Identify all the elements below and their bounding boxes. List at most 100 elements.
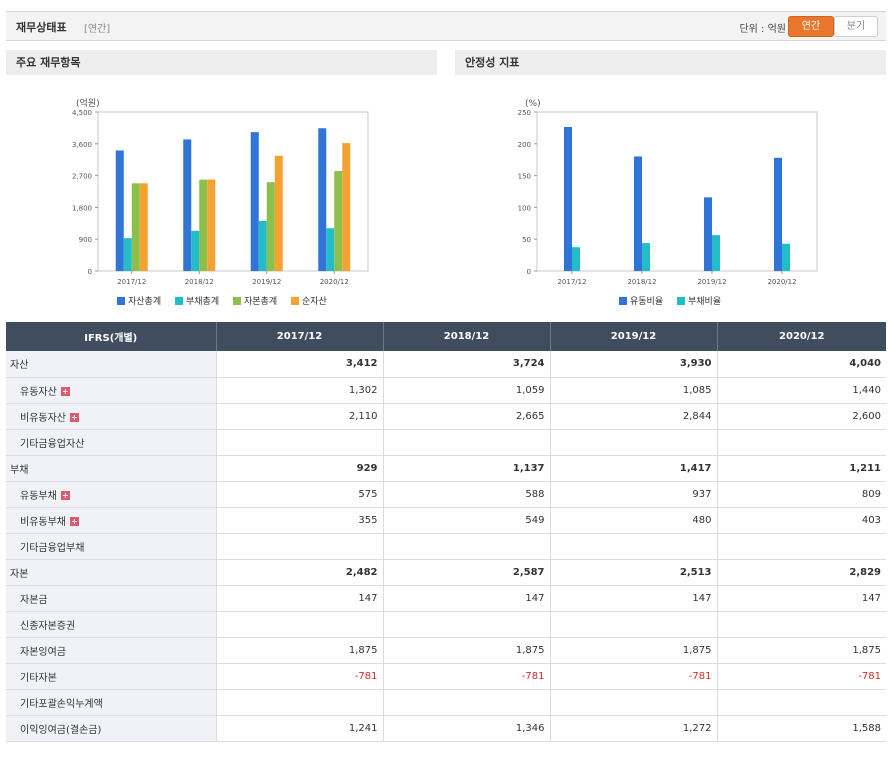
table-header-cell: 2018/12: [382, 322, 550, 351]
table-row: 신종자본증권: [6, 611, 886, 638]
value-cell: [549, 689, 717, 716]
bar-2: [326, 228, 335, 271]
value-cell: 1,085: [549, 377, 717, 404]
y-tick-label: 0: [527, 268, 531, 276]
y-tick-label: 3,600: [72, 141, 92, 149]
row-label: 자본: [10, 568, 29, 580]
x-tick-label: 2020/12: [320, 278, 349, 286]
bar-4: [274, 155, 283, 271]
table-row: 부채 929 1,137 1,417 1,211: [6, 455, 886, 482]
quarter-toggle-button[interactable]: 분기: [834, 16, 878, 37]
table-row: 비유동부채 +355 549 480 403: [6, 507, 886, 534]
bar-3: [131, 183, 140, 271]
legend-swatch: [233, 297, 241, 305]
x-tick-label: 2019/12: [252, 278, 281, 286]
row-label-cell: 자본금: [6, 585, 216, 612]
value-cell: [382, 533, 550, 560]
statement-title: 재무상태표: [16, 21, 67, 34]
x-tick-label: 2018/12: [185, 278, 214, 286]
value-cell: 2,110: [215, 403, 383, 430]
value-cell: 403: [716, 507, 886, 534]
value-cell: 2,844: [549, 403, 717, 430]
legend-label: 부채비율: [688, 296, 721, 307]
value-cell: 3,724: [382, 351, 550, 378]
balance-sheet-table: IFRS(개별) 2017/12 2018/12 2019/12 2020/12…: [6, 322, 886, 742]
plot-area: [536, 111, 818, 272]
y-tick-label: 0: [88, 268, 92, 276]
value-cell: [549, 429, 717, 456]
value-cell: -781: [716, 663, 886, 690]
bar-3: [266, 182, 275, 271]
row-label: 기타금융업자산: [20, 438, 85, 450]
expand-plus-icon[interactable]: +: [60, 387, 70, 396]
row-label: 자산: [10, 360, 29, 372]
bar-4: [342, 143, 351, 271]
stability-chart: (%) 0 50 100 150 200 250 2017/12 2018/12 2019/12 2…: [518, 99, 818, 307]
value-cell: 1,302: [215, 377, 383, 404]
row-label-cell: 자본: [6, 559, 216, 586]
value-cell: 1,346: [382, 715, 550, 742]
row-label-cell: 기타자본: [6, 663, 216, 690]
legend-label: 자산총계: [128, 295, 161, 307]
expand-plus-icon[interactable]: +: [60, 491, 70, 500]
y-tick-label: 250: [518, 109, 531, 117]
value-cell: -781: [382, 663, 550, 690]
value-cell: [716, 611, 886, 638]
table-row: 자본잉여금 1,875 1,875 1,875 1,875: [6, 637, 886, 664]
value-cell: 3,930: [549, 351, 717, 378]
expand-plus-icon[interactable]: +: [70, 517, 79, 526]
row-label: 기타자본: [20, 672, 57, 684]
value-cell: 3,412: [215, 351, 383, 378]
value-cell: [549, 533, 717, 560]
value-cell: 2,665: [382, 403, 550, 430]
y-tick-label: 2,700: [72, 173, 92, 181]
bar-2: [642, 243, 650, 271]
value-cell: [215, 689, 383, 716]
value-cell: 2,829: [716, 559, 886, 586]
row-label: 기타포괄손익누계액: [20, 698, 103, 710]
row-label: 신종자본증권: [20, 620, 76, 632]
value-cell: 1,241: [215, 715, 383, 742]
x-tick-label: 2018/12: [627, 278, 656, 286]
row-label-cell[interactable]: 비유동부채 +: [6, 507, 216, 534]
value-cell: 1,588: [716, 715, 886, 742]
table-row: 유동자산 +1,302 1,059 1,085 1,440: [6, 377, 886, 404]
bar-1: [183, 139, 192, 271]
row-label: 이익잉여금(결손금): [20, 724, 102, 736]
row-label-cell[interactable]: 유동자산 +: [6, 377, 216, 404]
legend-swatch: [117, 297, 125, 305]
y-tick-label: 200: [518, 141, 531, 149]
value-cell: 1,417: [549, 455, 717, 482]
main-items-panel-title: 주요 재무항목: [6, 50, 437, 75]
stability-panel-title: 안정성 지표: [455, 50, 886, 75]
row-label: 자본잉여금: [20, 646, 66, 658]
value-cell: 147: [549, 585, 717, 612]
x-tick-label: 2017/12: [117, 278, 146, 286]
value-cell: 2,587: [382, 559, 550, 586]
value-cell: 575: [215, 481, 383, 508]
table-header-cell: 2020/12: [716, 322, 886, 351]
value-cell: [215, 611, 383, 638]
table-row: 기타금융업부채: [6, 533, 886, 560]
bar-1: [115, 150, 124, 271]
y-tick-label: 900: [79, 236, 92, 244]
annual-toggle-button[interactable]: 연간: [788, 16, 834, 37]
period-tag: [연간]: [84, 24, 111, 35]
legend-label: 자본총계: [244, 295, 277, 307]
value-cell: 2,482: [215, 559, 383, 586]
row-label-cell[interactable]: 유동부채 +: [6, 481, 216, 508]
bar-3: [199, 179, 208, 271]
y-axis-unit: (%): [525, 99, 541, 109]
row-label: 부채: [10, 464, 29, 476]
x-tick-label: 2017/12: [557, 278, 586, 286]
expand-plus-icon[interactable]: +: [70, 413, 79, 422]
row-label: 자본금: [20, 594, 48, 606]
main-items-chart: (억원) 0 900 1,800 2,700 3,600 4,500 2017/12 2018/…: [72, 97, 369, 307]
table-header-cell: 2019/12: [549, 322, 717, 351]
table-row: 이익잉여금(결손금) 1,241 1,346 1,272 1,588: [6, 715, 886, 742]
row-label-cell[interactable]: 비유동자산 +: [6, 403, 216, 430]
legend-label: 유동비율: [630, 296, 663, 307]
bar-4: [139, 183, 148, 271]
value-cell: 1,137: [382, 455, 550, 482]
value-cell: 1,875: [215, 637, 383, 664]
